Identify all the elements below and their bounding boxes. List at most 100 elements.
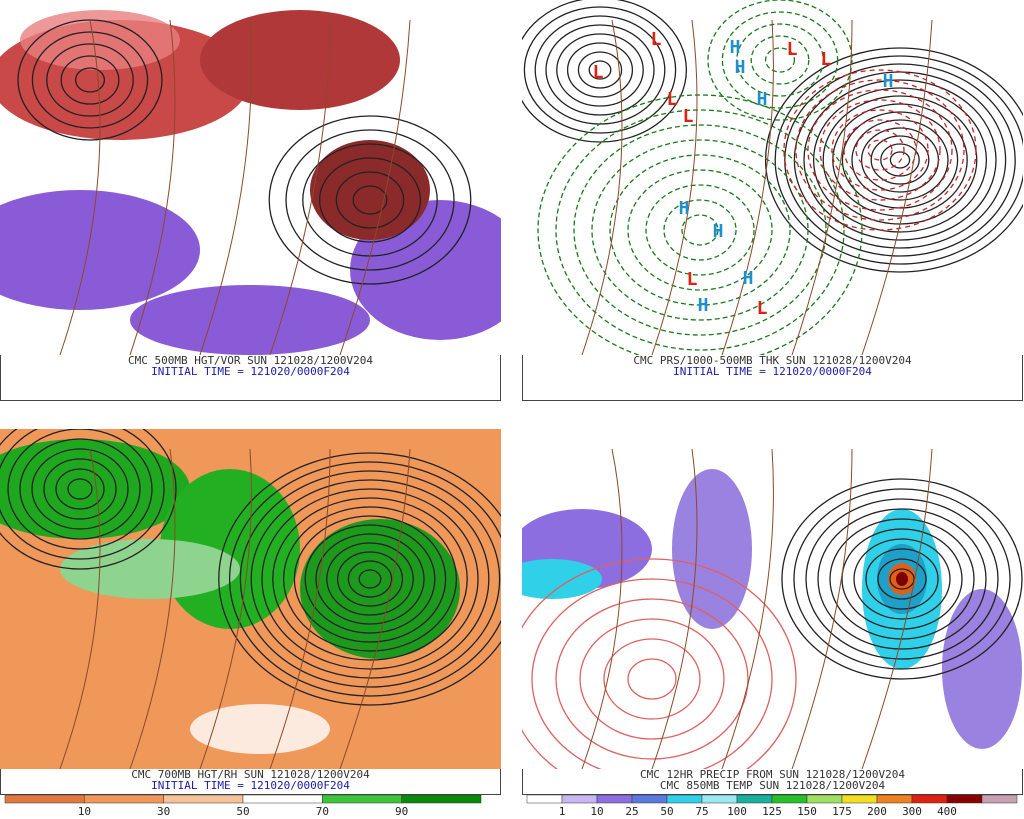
pressure-center: H — [743, 268, 754, 289]
contour — [681, 214, 719, 246]
shade — [0, 190, 200, 310]
pressure-center: L — [651, 29, 662, 50]
border — [721, 448, 774, 769]
shade — [20, 10, 180, 70]
contour — [545, 24, 655, 116]
colorbar-cell — [771, 794, 808, 804]
map-layer — [522, 0, 1023, 355]
colorbar-label: 90 — [395, 805, 408, 818]
contour — [781, 478, 1023, 680]
pressure-center: H — [679, 198, 690, 219]
shade — [60, 539, 240, 599]
pressure-center: H — [713, 221, 724, 242]
contour — [851, 119, 949, 201]
contour — [268, 115, 472, 285]
map-area — [522, 0, 1023, 355]
shade — [310, 140, 430, 240]
contour — [272, 497, 468, 661]
contour — [645, 184, 755, 276]
contour — [855, 129, 905, 171]
pressure-center: L — [787, 39, 798, 60]
contour — [31, 448, 129, 530]
border — [581, 19, 623, 355]
colorbar-cell — [242, 794, 323, 804]
colorbar-label: 150 — [797, 805, 817, 818]
caption-line: CMC 700MB HGT/RH SUN 121028/1200V204 — [131, 768, 370, 781]
contour — [43, 458, 117, 520]
colorbar-label: 10 — [590, 805, 603, 818]
contour — [0, 429, 177, 570]
contour — [555, 598, 749, 760]
colorbar-cell — [946, 794, 983, 804]
shade — [896, 572, 908, 586]
contour — [60, 55, 120, 105]
pressure-center: L — [683, 106, 694, 127]
contour — [853, 538, 951, 620]
map-layer — [0, 429, 501, 769]
border — [651, 19, 698, 355]
contour — [522, 558, 797, 769]
colorbar-cell — [4, 794, 85, 804]
pressure-center: L — [687, 269, 698, 290]
contour — [523, 6, 677, 134]
contour — [250, 479, 490, 679]
contour — [603, 638, 701, 720]
contour — [0, 429, 165, 560]
border — [129, 448, 176, 769]
contour — [805, 498, 999, 660]
contour — [803, 79, 997, 241]
pressure-center: H — [735, 57, 746, 78]
colorbar-cell — [876, 794, 913, 804]
colorbar-label: 1 — [559, 805, 566, 818]
caption-line: INITIAL TIME = 121020/0000F204 — [673, 365, 872, 378]
colorbar-cell — [981, 794, 1018, 804]
border — [269, 19, 331, 355]
contour — [347, 560, 393, 598]
contour — [774, 55, 1023, 265]
panel-2: CMC PRS/1000-500MB THK SUN 121028/1200V2… — [522, 0, 1023, 401]
colorbar-cell — [526, 794, 563, 804]
pressure-center: H — [698, 295, 709, 316]
contour — [591, 139, 809, 321]
contour — [218, 452, 501, 706]
colorbar-label: 175 — [832, 805, 852, 818]
contour — [579, 618, 725, 740]
pressure-center: L — [821, 49, 832, 70]
border — [59, 448, 101, 769]
contour — [812, 87, 988, 233]
contour — [609, 154, 791, 306]
colorbar-cell — [322, 794, 402, 804]
caption-line: CMC 500MB HGT/VOR SUN 121028/1200V204 — [128, 354, 373, 367]
contour — [318, 157, 422, 243]
border — [59, 19, 101, 355]
pressure-center: H — [883, 71, 894, 92]
pressure-center: L — [757, 298, 768, 319]
shade — [200, 10, 400, 110]
contour — [750, 35, 810, 85]
colorbar-label: 10 — [78, 805, 91, 818]
contour — [74, 67, 106, 93]
contour — [7, 429, 153, 550]
contour — [829, 518, 975, 640]
contour — [795, 79, 965, 221]
contour — [522, 0, 688, 143]
colorbar-label: 25 — [625, 805, 638, 818]
colorbar-label: 50 — [660, 805, 673, 818]
contour — [707, 0, 853, 121]
shade — [942, 589, 1022, 749]
pressure-center: L — [667, 89, 678, 110]
colorbar-cell — [806, 794, 843, 804]
colorbar-label: 125 — [762, 805, 782, 818]
contour — [577, 51, 623, 89]
contour — [304, 524, 436, 634]
pressure-center: H — [730, 37, 741, 58]
border — [651, 448, 698, 769]
contour — [555, 109, 845, 351]
contour — [784, 63, 1016, 257]
colorbar-label: 100 — [727, 805, 747, 818]
colorbar-label: 30 — [157, 805, 170, 818]
colorbar-cell — [631, 794, 668, 804]
colorbar-cell — [596, 794, 633, 804]
contour — [293, 515, 447, 643]
